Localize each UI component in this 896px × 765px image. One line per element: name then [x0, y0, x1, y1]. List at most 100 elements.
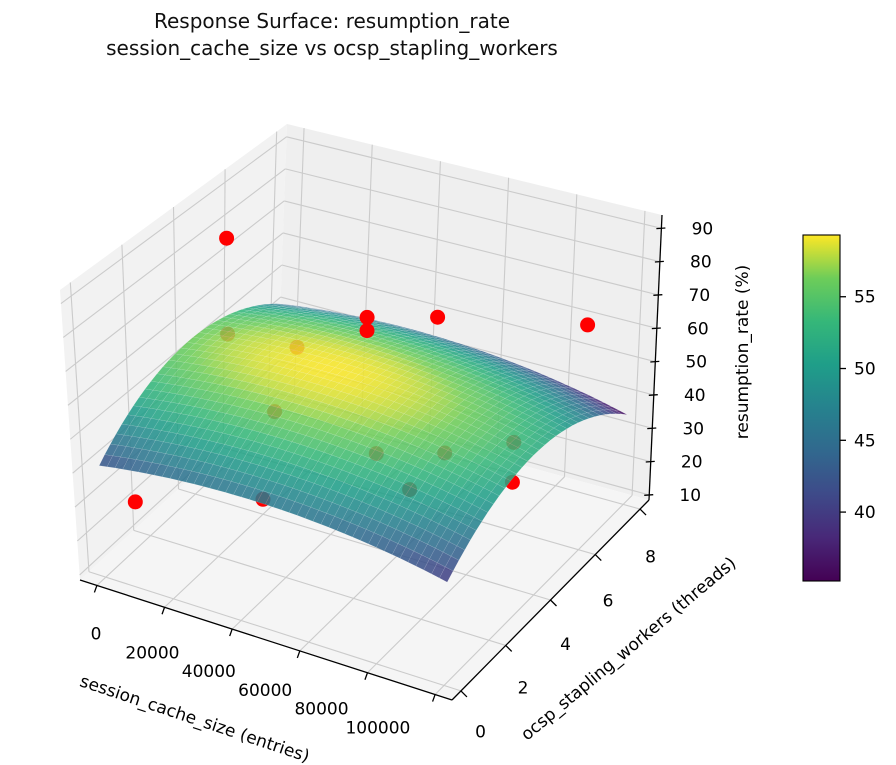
surface-quad — [170, 393, 185, 404]
surface-quad — [184, 355, 200, 364]
surface-quad — [178, 434, 194, 447]
surface-quad — [210, 340, 225, 348]
surface-quad — [279, 375, 294, 385]
surface-quad — [431, 562, 446, 579]
surface-quad — [488, 472, 504, 485]
surface-quad — [174, 377, 189, 387]
tick-mark — [648, 394, 658, 396]
surface-quad — [393, 347, 408, 354]
y-tick-label: 8 — [645, 548, 656, 568]
surface-quad — [467, 472, 482, 485]
surface-quad — [212, 453, 228, 467]
z-tick-label: 50 — [685, 353, 707, 373]
z-tick-label: 80 — [690, 253, 712, 273]
surface-quad — [222, 314, 238, 319]
tick-mark — [550, 599, 557, 607]
surface-quad — [383, 328, 398, 333]
surface-quad — [525, 399, 540, 407]
surface-quad — [495, 409, 510, 418]
scatter-point — [219, 230, 235, 246]
surface-quad — [437, 345, 452, 350]
surface-quad — [207, 391, 223, 402]
surface-quad — [394, 429, 409, 441]
scatter-point — [127, 494, 143, 510]
y-tick-label: 4 — [560, 635, 571, 655]
surface-quad — [270, 303, 285, 306]
surface-quad — [339, 448, 354, 462]
surface-quad — [432, 360, 447, 367]
y-tick-label: 6 — [603, 591, 614, 611]
surface-quad — [279, 450, 295, 463]
surface-quad — [476, 373, 492, 380]
surface-quad — [483, 479, 498, 493]
surface-quad — [354, 336, 369, 342]
surface-quad — [445, 339, 459, 344]
grid-line — [284, 200, 659, 296]
surface-quad — [104, 443, 119, 457]
x-tick-label: 0 — [91, 625, 102, 645]
surface-quad — [135, 448, 151, 462]
surface-quad — [470, 359, 486, 365]
surface-quad — [168, 353, 184, 362]
y-tick-label: 2 — [518, 679, 529, 699]
surface-quad — [288, 501, 303, 516]
surface-quad — [162, 392, 178, 403]
surface-quad — [413, 419, 429, 430]
colorbar-tick-label: 40 — [854, 503, 876, 523]
surface-quad — [420, 366, 436, 374]
surface-quad — [556, 414, 571, 422]
surface-quad — [404, 486, 420, 500]
surface-quad — [523, 436, 538, 447]
surface-quad — [352, 374, 367, 383]
surface-quad — [247, 305, 262, 309]
surface-mesh — [98, 303, 628, 583]
surface-quad — [373, 334, 389, 340]
surface-quad — [328, 516, 343, 531]
surface-quad — [412, 490, 428, 504]
surface-quad — [212, 411, 227, 423]
surface-quad — [396, 440, 411, 452]
surface-quad — [219, 348, 235, 356]
tick-mark — [229, 628, 233, 637]
surface-quad — [384, 455, 400, 469]
surface-quad — [98, 454, 113, 467]
z-tick-label: 30 — [682, 419, 704, 439]
surface-quad — [312, 509, 327, 525]
surface-quad — [421, 422, 437, 434]
surface-quad — [276, 472, 291, 486]
surface-quad — [474, 437, 489, 449]
surface-quad — [233, 372, 249, 382]
x-axis-line — [79, 579, 453, 701]
surface-quad — [168, 384, 183, 395]
surface-quad — [202, 339, 218, 347]
x-tick-label: 60000 — [238, 681, 292, 701]
y-tick-label: 0 — [475, 722, 486, 742]
surface-quad — [249, 410, 265, 422]
surface-quad — [196, 407, 211, 419]
surface-quad — [346, 334, 361, 340]
surface-quad — [410, 342, 426, 347]
surface-quad — [400, 350, 416, 357]
surface-quad — [385, 501, 400, 516]
tick-mark — [645, 460, 655, 463]
chart-title-line1: Response Surface: resumption_rate — [154, 9, 510, 33]
surface-quad — [121, 414, 136, 426]
surface-quad — [223, 395, 239, 406]
surface-quad — [522, 377, 538, 383]
surface-quad — [259, 304, 273, 307]
surface-quad — [585, 398, 599, 403]
surface-quad — [545, 420, 560, 429]
surface-quad — [586, 411, 601, 417]
surface-quad — [395, 518, 410, 534]
chart-title: Response Surface: resumption_rate sessio… — [0, 8, 664, 62]
tick-mark — [93, 585, 98, 593]
surface-quad — [188, 371, 203, 381]
surface-quad — [200, 358, 215, 367]
tick-mark — [653, 294, 663, 296]
surface-quad — [522, 408, 537, 417]
colorbar-tick-label: 50 — [854, 360, 876, 380]
surface-quad — [352, 525, 367, 541]
surface-quad — [255, 342, 271, 350]
surface-quad — [454, 522, 469, 537]
